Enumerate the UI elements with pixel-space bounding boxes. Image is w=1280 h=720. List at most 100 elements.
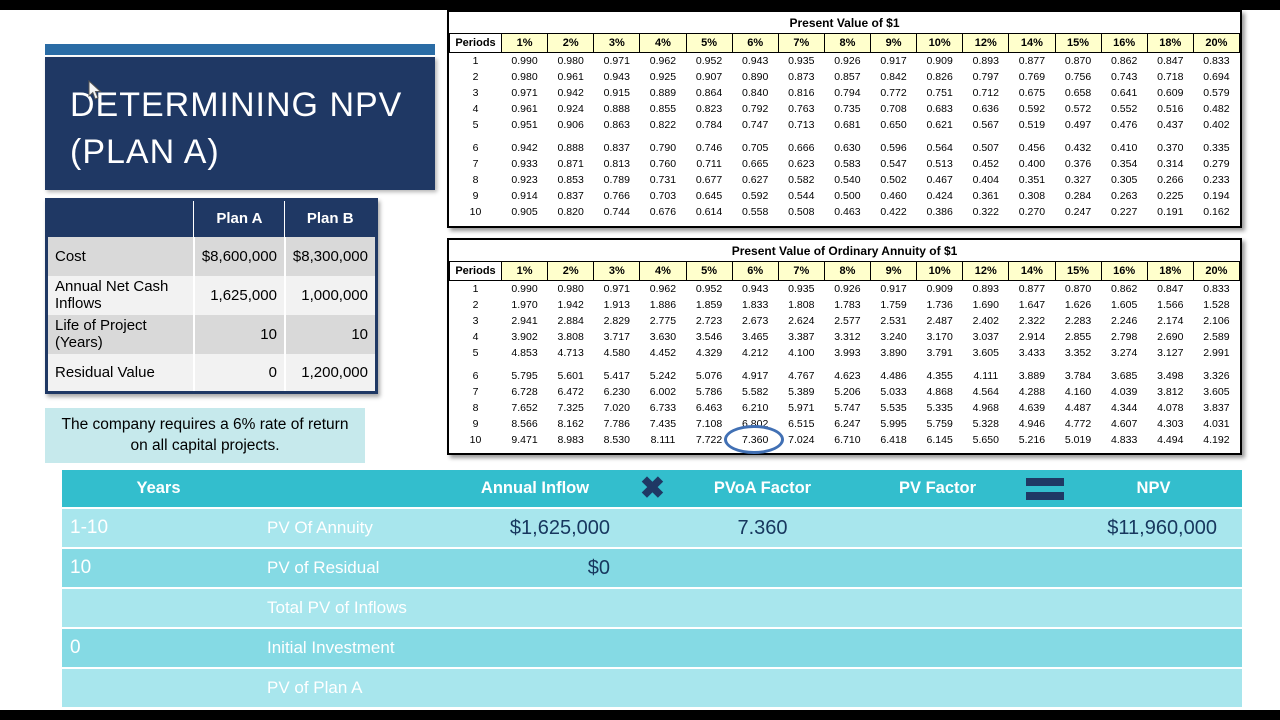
factor-cell: 0.837 [557,190,584,202]
factor-row: 2 1.970 1.942 1.913 1.886 1.859 1.833 1.808 1.78… [450,297,1240,313]
factor-cell: 0.926 [834,55,861,67]
factor-cell: 0.917 [880,55,907,67]
factor-cell: 0.544 [788,190,815,202]
factor-cell: 5.335 [926,402,953,414]
factor-cell: 1.886 [649,299,677,311]
plan-row-label: Cost [46,236,194,276]
period-cell: 6 [472,142,479,154]
factor-cell: 0.596 [880,142,907,154]
rate-header: 20% [1192,261,1241,281]
factor-cell: 4.452 [649,347,677,359]
factor-cell: 7.722 [695,434,723,446]
factor-row: 6 0.942 0.888 0.837 0.790 0.746 0.705 0.666 0.63… [450,140,1240,156]
factor-cell: 0.766 [603,190,630,202]
factor-cell: 0.482 [1203,103,1230,115]
factor-cell: 2.723 [695,315,723,327]
pv-table-title: Present Value of $1 [789,16,900,30]
calc-years-cell: 1-10 [70,517,109,538]
rate-header: 18% [1146,261,1194,281]
factor-cell: 0.889 [649,87,677,99]
factor-cell: 0.500 [834,190,861,202]
factor-cell: 6.733 [649,402,677,414]
factor-cell: 0.558 [742,206,769,218]
factor-cell: 1.690 [972,299,999,311]
factor-cell: 6.728 [511,386,538,398]
period-cell: 9 [472,190,479,202]
factor-cell: 8.566 [511,418,538,430]
factor-row: 2 0.980 0.961 0.943 0.925 0.907 0.890 0.873 0.85… [450,69,1240,85]
factor-cell: 0.784 [695,119,723,131]
factor-row: 6 5.795 5.601 5.417 5.242 5.076 4.917 4.767 4.62… [450,368,1240,384]
factor-cell: 0.746 [695,142,723,154]
plan-b-header: Plan B [284,199,377,237]
rate-header: 5% [685,261,733,281]
factor-cell: 4.968 [972,402,999,414]
factor-row: 4 3.902 3.808 3.717 3.630 3.546 3.465 3.387 3.31… [450,329,1240,345]
multiply-icon: ✖ [639,471,666,505]
factor-cell: 3.630 [649,331,677,343]
factor-cell: 0.645 [695,190,723,202]
calc-row: PV of Plan A [62,667,1242,707]
plan-row-label: Residual Value [46,353,194,393]
factor-cell: 0.497 [1064,119,1092,131]
pv-factor-column-header: PV Factor [898,479,977,497]
factor-cell: 0.833 [1203,283,1230,295]
factor-cell: 0.308 [1018,190,1046,202]
factor-cell: 4.487 [1064,402,1092,414]
factor-cell: 4.868 [926,386,953,398]
page-title-line-2: (PLAN A) [70,133,220,171]
pvoa-of-1-table: Present Value of Ordinary Annuity of $1 … [447,238,1242,455]
factor-cell: 0.962 [649,55,677,67]
rate-of-return-note: The company requires a 6% rate of return… [45,408,365,463]
factor-cell: 0.519 [1018,119,1046,131]
factor-cell: 2.798 [1111,331,1138,343]
factor-cell: 0.708 [880,103,907,115]
factor-cell: 6.002 [649,386,677,398]
factor-cell: 0.567 [972,119,999,131]
rate-header: 1% [500,33,549,53]
factor-cell: 0.627 [742,174,769,186]
factor-cell: 9.471 [511,434,538,446]
factor-cell: 0.909 [926,55,953,67]
factor-cell: 0.284 [1064,190,1092,202]
factor-cell: 0.870 [1064,55,1092,67]
factor-cell: 6.802 [742,418,769,430]
factor-cell: 3.274 [1111,347,1138,359]
factor-cell: 2.855 [1064,331,1092,343]
factor-cell: 5.759 [926,418,953,430]
period-cell: 8 [472,402,479,414]
factor-cell: 0.857 [834,71,861,83]
factor-cell: 3.685 [1111,370,1138,382]
factor-cell: 8.530 [603,434,630,446]
factor-cell: 0.361 [972,190,999,202]
calc-years-cell: 10 [70,557,92,578]
periods-header: Periods [449,261,502,281]
rate-header: 7% [777,261,825,281]
factor-cell: 2.690 [1157,331,1184,343]
factor-cell: 0.592 [1018,103,1046,115]
factor-cell: 0.971 [603,55,630,67]
plan-row-label: Life of Project (Years) [46,314,194,354]
factor-cell: 3.717 [603,331,630,343]
factor-cell: 0.744 [603,206,630,218]
factor-cell: 2.174 [1157,315,1184,327]
factor-cell: 6.418 [880,434,907,446]
period-cell: 1 [472,55,479,67]
factor-cell: 0.943 [742,283,769,295]
rate-header: 8% [823,261,872,281]
factor-cell: 0.270 [1018,206,1046,218]
factor-cell: 0.508 [788,206,815,218]
factor-cell: 0.871 [557,158,584,170]
rate-header: 2% [547,261,595,281]
factor-cell: 0.513 [926,158,953,170]
factor-cell: 0.935 [788,283,815,295]
factor-cell: 1.913 [603,299,630,311]
factor-cell: 5.216 [1018,434,1046,446]
factor-cell: 7.652 [511,402,538,414]
factor-cell: 0.907 [695,71,723,83]
factor-cell: 0.933 [511,158,538,170]
factor-cell: 0.792 [742,103,769,115]
factor-cell: 2.884 [557,315,584,327]
factor-cell: 4.192 [1203,434,1230,446]
factor-cell: 1.626 [1064,299,1092,311]
